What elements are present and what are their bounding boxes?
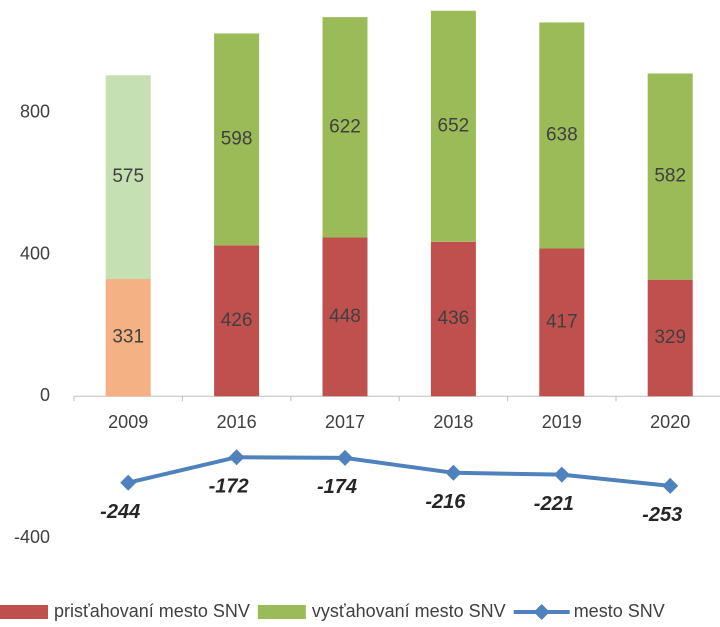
line-value-label: -253 [642, 504, 682, 526]
bar-segment [322, 237, 368, 397]
x-tick-label: 2019 [542, 412, 582, 432]
y-tick-label: 800 [20, 102, 50, 122]
legend-swatch [257, 605, 306, 619]
legend-swatch [0, 605, 48, 619]
line-value-label: -244 [100, 501, 140, 523]
marker [120, 474, 137, 491]
bar-segment [539, 248, 585, 397]
line-value-label: -221 [534, 493, 574, 515]
marker [662, 477, 679, 494]
legend-label: mesto SNV [574, 601, 665, 621]
bar-segment [214, 245, 260, 397]
line-value-label: -216 [425, 491, 466, 513]
line-value-label: -174 [317, 476, 357, 498]
bar-value-label: 582 [654, 166, 686, 187]
bar-value-label: 448 [329, 306, 361, 327]
marker [445, 464, 462, 481]
line [127, 455, 671, 488]
bar-segment [214, 33, 260, 246]
bar-segment [430, 10, 476, 242]
line-value-label: -172 [209, 475, 249, 497]
bar-value-label: 598 [221, 128, 253, 149]
bar-segment [647, 73, 693, 280]
bar-value-label: 436 [438, 308, 470, 329]
bar-value-label: 652 [438, 115, 470, 136]
marker [337, 449, 353, 466]
bar-segment [647, 279, 693, 397]
bar-segment [322, 17, 368, 238]
x-tick-label: 2017 [325, 412, 365, 432]
bar-value-label: 622 [329, 116, 361, 137]
bar-value-label: 331 [112, 327, 144, 348]
marker [553, 466, 570, 483]
bar-value-label: 575 [112, 166, 144, 187]
bar-value-label: 329 [654, 327, 686, 348]
y-tick-label: -400 [14, 527, 50, 547]
x-tick-label: 2020 [650, 412, 690, 432]
legend-label: prisťahovaní mesto SNV [54, 601, 250, 621]
x-tick-label: 2018 [433, 412, 473, 432]
bar-value-label: 426 [221, 310, 253, 331]
legend-marker [533, 604, 550, 620]
bar-value-label: 417 [546, 311, 578, 332]
marker [228, 449, 245, 466]
x-tick-label: 2009 [108, 412, 148, 432]
y-tick-label: 400 [20, 243, 50, 263]
legend-label: vysťahovaní mesto SNV [312, 601, 506, 621]
bar-value-label: 638 [546, 124, 578, 145]
bar-segment [430, 241, 476, 397]
y-tick-label: 0 [40, 385, 50, 405]
bar-segment [105, 278, 151, 397]
x-tick-label: 2016 [217, 412, 257, 432]
bar-segment [105, 75, 151, 279]
bar-segment [539, 22, 585, 249]
